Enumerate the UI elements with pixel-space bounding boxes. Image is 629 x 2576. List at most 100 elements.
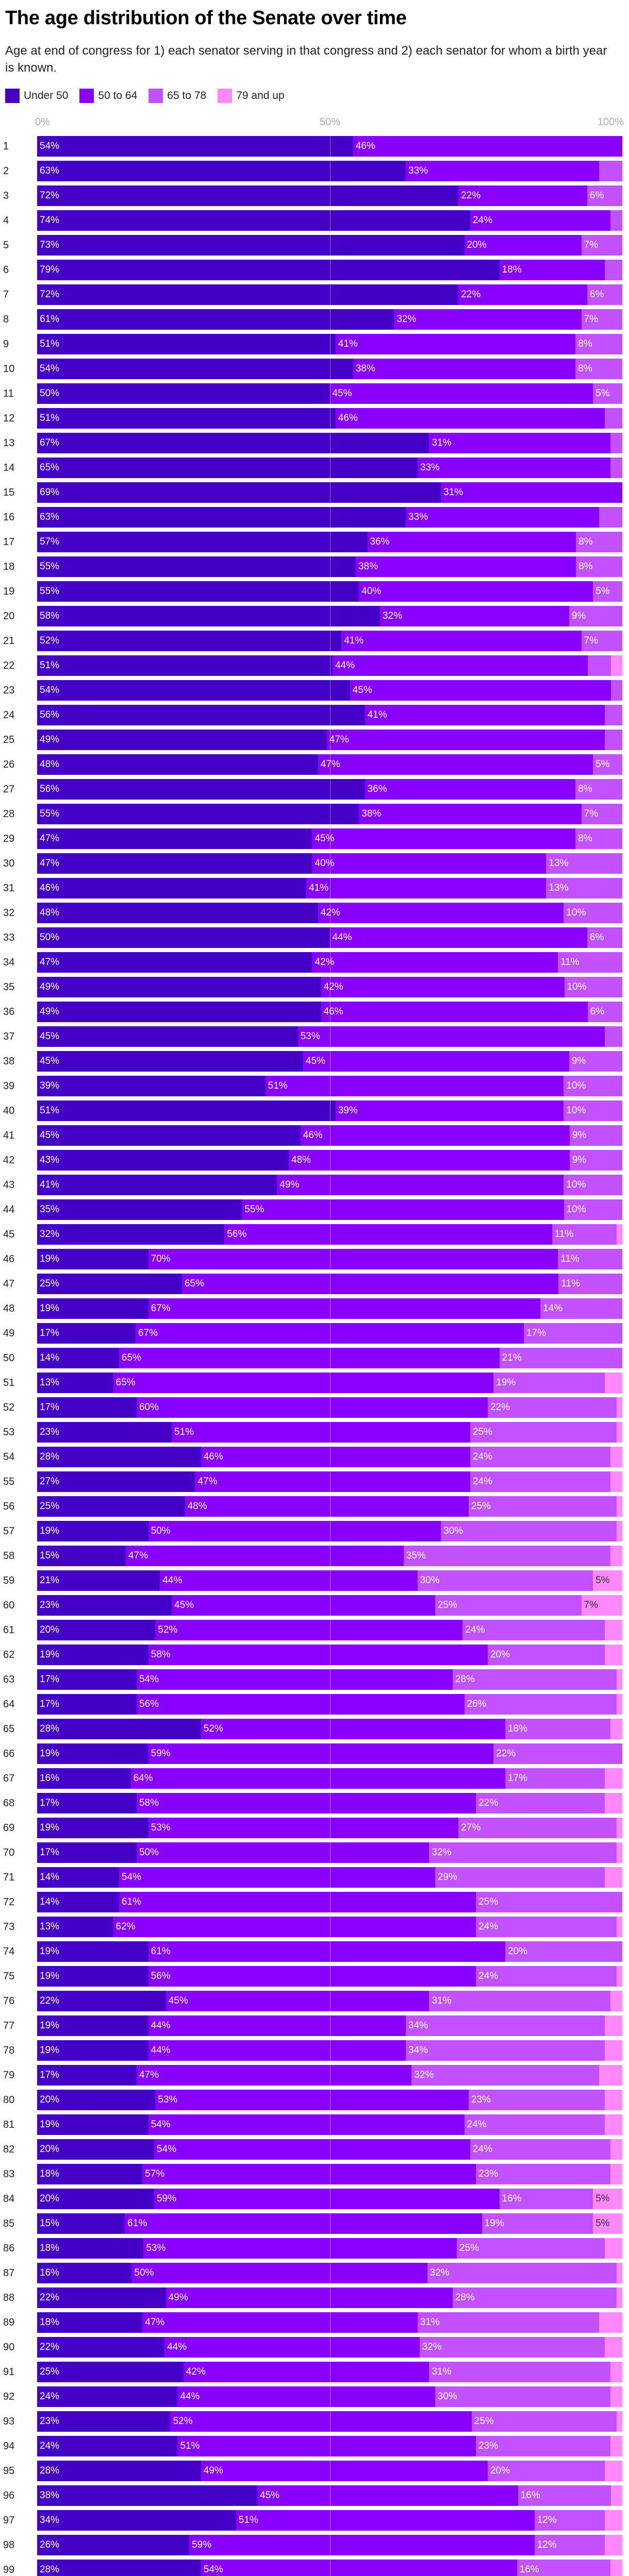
bar-segment-50-to-64[interactable]: 45%	[165, 1991, 429, 2011]
bar-segment-50-to-64[interactable]: 42%	[318, 903, 564, 923]
bar-segment-50-to-64[interactable]: 46%	[353, 136, 622, 157]
bar-segment-50-to-64[interactable]: 36%	[365, 779, 576, 800]
stacked-bar[interactable]: 15% 61% 19% 5%	[37, 2213, 622, 2234]
bar-segment-65-to-78[interactable]: 6%	[587, 1002, 622, 1022]
stacked-bar[interactable]: 49% 46% 6%	[37, 1002, 622, 1022]
bar-segment-under-50[interactable]: 14%	[37, 1892, 119, 1912]
bar-segment-50-to-64[interactable]: 44%	[177, 2386, 435, 2407]
stacked-bar[interactable]: 65% 33%	[37, 457, 622, 478]
stacked-bar[interactable]: 28% 49% 20%	[37, 2461, 622, 2481]
bar-segment-79-and-up[interactable]	[616, 2287, 622, 2308]
bar-segment-50-to-64[interactable]: 53%	[155, 2090, 469, 2110]
stacked-bar[interactable]: 61% 32% 7%	[37, 309, 622, 330]
bar-segment-50-to-64[interactable]: 61%	[125, 2213, 482, 2234]
bar-segment-79-and-up[interactable]	[610, 2436, 622, 2456]
bar-segment-under-50[interactable]: 74%	[37, 210, 470, 231]
bar-segment-65-to-78[interactable]	[610, 457, 622, 478]
bar-segment-79-and-up[interactable]	[616, 1422, 622, 1443]
bar-segment-under-50[interactable]: 79%	[37, 260, 500, 280]
bar-segment-under-50[interactable]: 32%	[37, 1224, 225, 1245]
bar-segment-50-to-64[interactable]: 45%	[303, 1051, 569, 1072]
bar-segment-65-to-78[interactable]: 25%	[476, 1892, 622, 1912]
bar-segment-65-to-78[interactable]	[599, 507, 622, 528]
bar-segment-65-to-78[interactable]	[599, 161, 622, 181]
bar-segment-50-to-64[interactable]: 40%	[312, 853, 547, 874]
bar-segment-under-50[interactable]: 17%	[37, 1793, 137, 1814]
bar-segment-79-and-up[interactable]	[605, 2337, 622, 2358]
bar-segment-65-to-78[interactable]: 8%	[575, 334, 622, 354]
stacked-bar[interactable]: 50% 45% 5%	[37, 383, 622, 404]
stacked-bar[interactable]: 51% 41% 8%	[37, 334, 622, 354]
stacked-bar[interactable]: 19% 53% 27%	[37, 1818, 622, 1838]
stacked-bar[interactable]: 34% 51% 12%	[37, 2510, 622, 2531]
bar-segment-under-50[interactable]: 54%	[37, 680, 350, 701]
stacked-bar[interactable]: 72% 22% 6%	[37, 284, 622, 305]
bar-segment-under-50[interactable]: 52%	[37, 631, 342, 651]
stacked-bar[interactable]: 25% 42% 31%	[37, 2362, 622, 2382]
stacked-bar[interactable]: 72% 22% 6%	[37, 185, 622, 206]
bar-segment-50-to-64[interactable]: 56%	[136, 1694, 465, 1715]
bar-segment-79-and-up[interactable]	[604, 2461, 622, 2481]
bar-segment-under-50[interactable]: 28%	[37, 2461, 201, 2481]
stacked-bar[interactable]: 45% 53%	[37, 1026, 622, 1047]
bar-segment-under-50[interactable]: 14%	[37, 1348, 119, 1368]
bar-segment-65-to-78[interactable]: 14%	[540, 1298, 622, 1319]
bar-segment-50-to-64[interactable]: 44%	[329, 927, 587, 948]
bar-segment-65-to-78[interactable]: 10%	[564, 1100, 622, 1121]
bar-segment-65-to-78[interactable]: 24%	[470, 1447, 611, 1467]
bar-segment-65-to-78[interactable]: 17%	[505, 1768, 605, 1789]
bar-segment-50-to-64[interactable]: 44%	[160, 1570, 418, 1591]
bar-segment-under-50[interactable]: 19%	[37, 1521, 148, 1541]
bar-segment-50-to-64[interactable]: 36%	[367, 532, 576, 552]
bar-segment-under-50[interactable]: 50%	[37, 927, 330, 948]
bar-segment-65-to-78[interactable]	[610, 680, 622, 701]
bar-segment-65-to-78[interactable]: 25%	[468, 1496, 617, 1517]
bar-segment-65-to-78[interactable]: 6%	[587, 185, 622, 206]
bar-segment-under-50[interactable]: 45%	[37, 1125, 301, 1146]
bar-segment-under-50[interactable]: 19%	[37, 2015, 148, 2036]
bar-segment-under-50[interactable]: 15%	[37, 1546, 126, 1566]
bar-segment-50-to-64[interactable]: 32%	[379, 606, 569, 626]
bar-segment-65-to-78[interactable]: 9%	[569, 606, 622, 626]
stacked-bar[interactable]: 27% 47% 24%	[37, 1471, 622, 1492]
bar-segment-50-to-64[interactable]: 40%	[359, 581, 593, 602]
bar-segment-under-50[interactable]: 20%	[37, 2139, 154, 2160]
stacked-bar[interactable]: 22% 49% 28%	[37, 2287, 622, 2308]
bar-segment-79-and-up[interactable]	[610, 2164, 622, 2184]
bar-segment-under-50[interactable]: 55%	[37, 581, 359, 602]
bar-segment-65-to-78[interactable]: 16%	[517, 2560, 611, 2576]
bar-segment-under-50[interactable]: 22%	[37, 1991, 166, 2011]
stacked-bar[interactable]: 19% 44% 34%	[37, 2015, 622, 2036]
stacked-bar[interactable]: 45% 45% 9%	[37, 1051, 622, 1072]
stacked-bar[interactable]: 47% 40% 13%	[37, 853, 622, 874]
bar-segment-under-50[interactable]: 19%	[37, 1941, 148, 1962]
bar-segment-79-and-up[interactable]	[610, 1447, 622, 1467]
bar-segment-under-50[interactable]: 45%	[37, 1026, 298, 1047]
stacked-bar[interactable]: 43% 48% 9%	[37, 1150, 622, 1171]
stacked-bar[interactable]: 23% 51% 25%	[37, 1422, 622, 1443]
bar-segment-65-to-78[interactable]: 13%	[546, 853, 622, 874]
bar-segment-under-50[interactable]: 13%	[37, 1372, 113, 1393]
stacked-bar[interactable]: 19% 58% 20%	[37, 1645, 622, 1665]
bar-segment-65-to-78[interactable]	[587, 655, 611, 676]
bar-segment-65-to-78[interactable]: 5%	[593, 581, 622, 602]
bar-segment-50-to-64[interactable]: 65%	[113, 1372, 494, 1393]
bar-segment-50-to-64[interactable]: 56%	[148, 1966, 476, 1987]
bar-segment-under-50[interactable]: 16%	[37, 2263, 132, 2283]
bar-segment-50-to-64[interactable]: 47%	[136, 2065, 412, 2086]
stacked-bar[interactable]: 56% 41%	[37, 705, 622, 725]
stacked-bar[interactable]: 54% 46%	[37, 136, 622, 157]
bar-segment-50-to-64[interactable]: 33%	[406, 161, 599, 181]
bar-segment-65-to-78[interactable]: 19%	[482, 2213, 593, 2234]
bar-segment-79-and-up[interactable]	[616, 1496, 622, 1517]
bar-segment-65-to-78[interactable]: 16%	[499, 2189, 593, 2209]
bar-segment-65-to-78[interactable]: 7%	[581, 309, 622, 330]
bar-segment-50-to-64[interactable]: 65%	[119, 1348, 500, 1368]
stacked-bar[interactable]: 67% 31%	[37, 433, 622, 453]
bar-segment-50-to-64[interactable]: 47%	[142, 2312, 418, 2333]
stacked-bar[interactable]: 51% 46%	[37, 408, 622, 429]
bar-segment-65-to-78[interactable]: 12%	[534, 2510, 605, 2531]
bar-segment-65-to-78[interactable]: 22%	[487, 1397, 617, 1418]
bar-segment-79-and-up[interactable]: 7%	[581, 1595, 622, 1616]
stacked-bar[interactable]: 19% 61% 20%	[37, 1941, 622, 1962]
